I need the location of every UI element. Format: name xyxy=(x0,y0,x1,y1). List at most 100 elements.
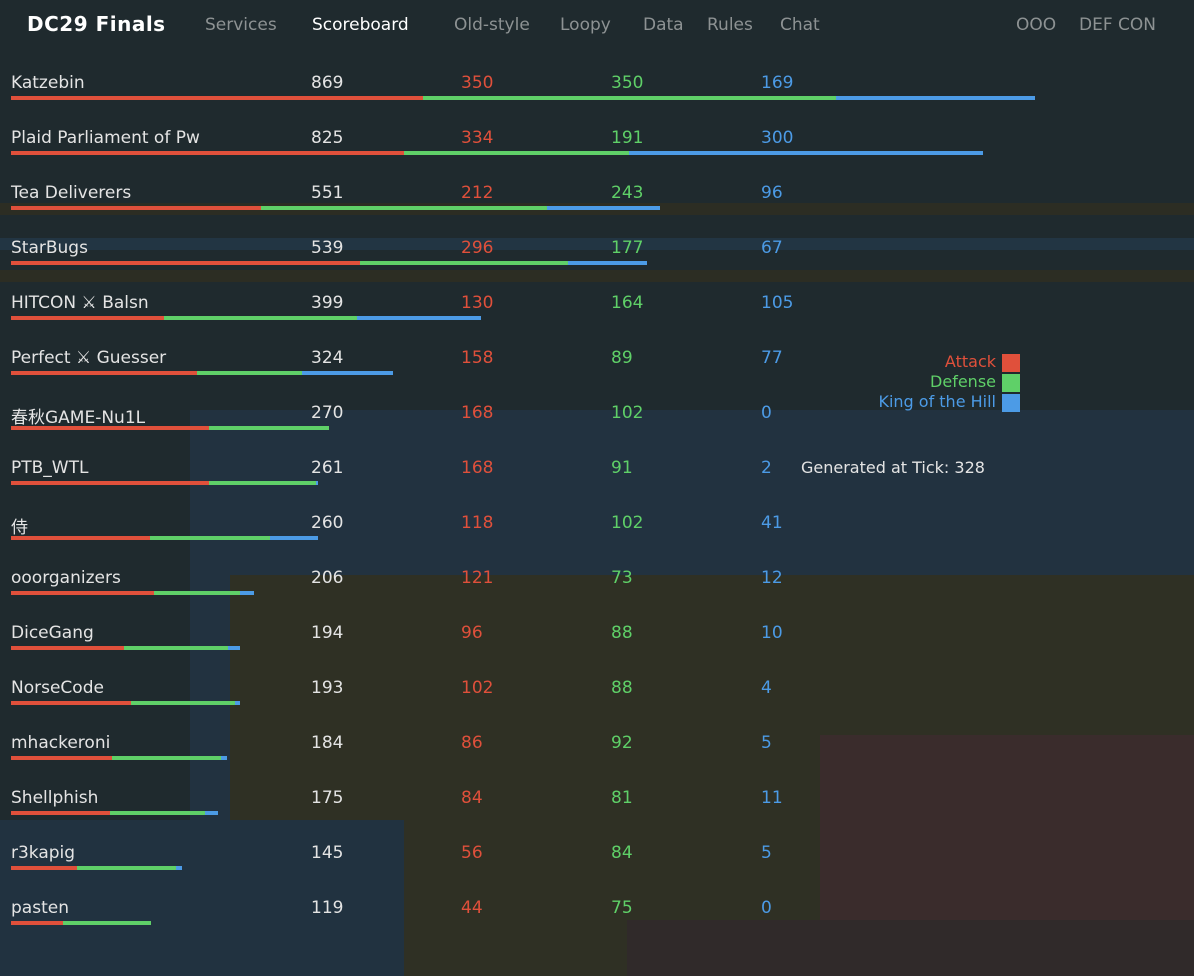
nav-loopy[interactable]: Loopy xyxy=(560,15,611,35)
team-attack: 86 xyxy=(461,733,483,753)
score-bar-attack xyxy=(11,701,132,705)
team-defense: 102 xyxy=(611,513,644,533)
team-total: 261 xyxy=(311,458,344,478)
team-koh: 4 xyxy=(761,678,772,698)
team-row[interactable]: Katzebin 869 350 350 169 xyxy=(11,73,1111,113)
score-bar-koh xyxy=(234,701,240,705)
team-koh: 2 xyxy=(761,458,772,478)
nav-ooo[interactable]: OOO xyxy=(1016,15,1057,35)
score-bar-attack xyxy=(11,811,110,815)
team-name: StarBugs xyxy=(11,238,88,258)
team-row[interactable]: 侍 260 118 102 41 xyxy=(11,513,1111,553)
team-name: r3kapig xyxy=(11,843,76,863)
nav-scoreboard[interactable]: Scoreboard xyxy=(312,15,409,35)
team-defense: 84 xyxy=(611,843,633,863)
nav-rules[interactable]: Rules xyxy=(707,15,753,35)
team-row[interactable]: Tea Deliverers 551 212 243 96 xyxy=(11,183,1111,223)
team-attack: 96 xyxy=(461,623,483,643)
score-bar-attack xyxy=(11,866,77,870)
team-name: 春秋GAME-Nu1L xyxy=(11,408,146,428)
score-bar-koh xyxy=(629,151,983,155)
team-row[interactable]: HITCON ⚔ Balsn 399 130 164 105 xyxy=(11,293,1111,333)
score-bar-attack xyxy=(11,646,125,650)
team-total: 869 xyxy=(311,73,344,93)
team-total: 175 xyxy=(311,788,344,808)
team-attack: 212 xyxy=(461,183,494,203)
team-name: mhackeroni xyxy=(11,733,111,753)
score-bar-koh xyxy=(316,481,319,485)
team-defense: 191 xyxy=(611,128,644,148)
score-bar xyxy=(11,536,319,540)
team-row[interactable]: 春秋GAME-Nu1L 270 168 102 0 xyxy=(11,403,1111,443)
team-koh: 41 xyxy=(761,513,783,533)
legend-defense-label: Defense xyxy=(930,372,996,391)
team-row[interactable]: Plaid Parliament of Pw 825 334 191 300 xyxy=(11,128,1111,168)
score-bar-defense xyxy=(62,921,152,925)
nav-old-style[interactable]: Old-style xyxy=(454,15,530,35)
team-defense: 92 xyxy=(611,733,633,753)
score-bar-defense xyxy=(197,371,302,375)
team-total: 399 xyxy=(311,293,344,313)
team-attack: 350 xyxy=(461,73,494,93)
score-bar-defense xyxy=(208,481,317,485)
team-defense: 81 xyxy=(611,788,633,808)
legend-attack: Attack xyxy=(820,352,1020,372)
team-row[interactable]: PTB_WTL 261 168 91 2 xyxy=(11,458,1111,498)
score-bar-attack xyxy=(11,536,150,540)
team-attack: 118 xyxy=(461,513,494,533)
team-row[interactable]: ooorganizers 206 121 73 12 xyxy=(11,568,1111,608)
team-row[interactable]: mhackeroni 184 86 92 5 xyxy=(11,733,1111,773)
score-bar-koh xyxy=(205,811,219,815)
team-defense: 88 xyxy=(611,678,633,698)
score-bar xyxy=(11,371,393,375)
team-total: 119 xyxy=(311,898,344,918)
team-attack: 44 xyxy=(461,898,483,918)
team-name: ooorganizers xyxy=(11,568,121,588)
score-bar-koh xyxy=(835,96,1035,100)
team-attack: 84 xyxy=(461,788,483,808)
nav-defcon[interactable]: DEF CON xyxy=(1079,15,1156,35)
team-total: 270 xyxy=(311,403,344,423)
score-bar-defense xyxy=(76,866,176,870)
team-row[interactable]: Shellphish 175 84 81 11 xyxy=(11,788,1111,828)
team-defense: 243 xyxy=(611,183,644,203)
nav-services[interactable]: Services xyxy=(205,15,277,35)
team-row[interactable]: NorseCode 193 102 88 4 xyxy=(11,678,1111,718)
nav-chat[interactable]: Chat xyxy=(780,15,820,35)
team-defense: 164 xyxy=(611,293,644,313)
team-row[interactable]: StarBugs 539 296 177 67 xyxy=(11,238,1111,278)
team-attack: 102 xyxy=(461,678,494,698)
team-koh: 0 xyxy=(761,403,772,423)
score-bar-attack xyxy=(11,756,113,760)
score-bar xyxy=(11,426,330,430)
team-name: pasten xyxy=(11,898,69,918)
team-koh: 12 xyxy=(761,568,783,588)
score-bar-koh xyxy=(568,261,648,265)
score-bar-defense xyxy=(208,426,330,430)
team-koh: 5 xyxy=(761,843,772,863)
legend-attack-label: Attack xyxy=(944,352,996,371)
score-bar xyxy=(11,206,661,210)
team-total: 324 xyxy=(311,348,344,368)
team-row[interactable]: Perfect ⚔ Guesser 324 158 89 77 xyxy=(11,348,1111,388)
score-bar-koh xyxy=(301,371,393,375)
score-bar-koh xyxy=(239,591,254,595)
team-row[interactable]: r3kapig 145 56 84 5 xyxy=(11,843,1111,883)
team-attack: 296 xyxy=(461,238,494,258)
team-attack: 168 xyxy=(461,458,494,478)
team-koh: 169 xyxy=(761,73,794,93)
legend-attack-swatch xyxy=(1002,354,1020,372)
team-defense: 73 xyxy=(611,568,633,588)
brand-title[interactable]: DC29 Finals xyxy=(27,12,166,36)
legend-defense-swatch xyxy=(1002,374,1020,392)
score-bar xyxy=(11,866,182,870)
nav-data[interactable]: Data xyxy=(643,15,684,35)
score-bar-defense xyxy=(153,591,240,595)
score-bar-defense xyxy=(359,261,569,265)
score-bar-attack xyxy=(11,316,165,320)
team-koh: 10 xyxy=(761,623,783,643)
score-bar xyxy=(11,96,1035,100)
team-row[interactable]: pasten 119 44 75 0 xyxy=(11,898,1111,938)
team-row[interactable]: DiceGang 194 96 88 10 xyxy=(11,623,1111,663)
team-name: Tea Deliverers xyxy=(11,183,132,203)
